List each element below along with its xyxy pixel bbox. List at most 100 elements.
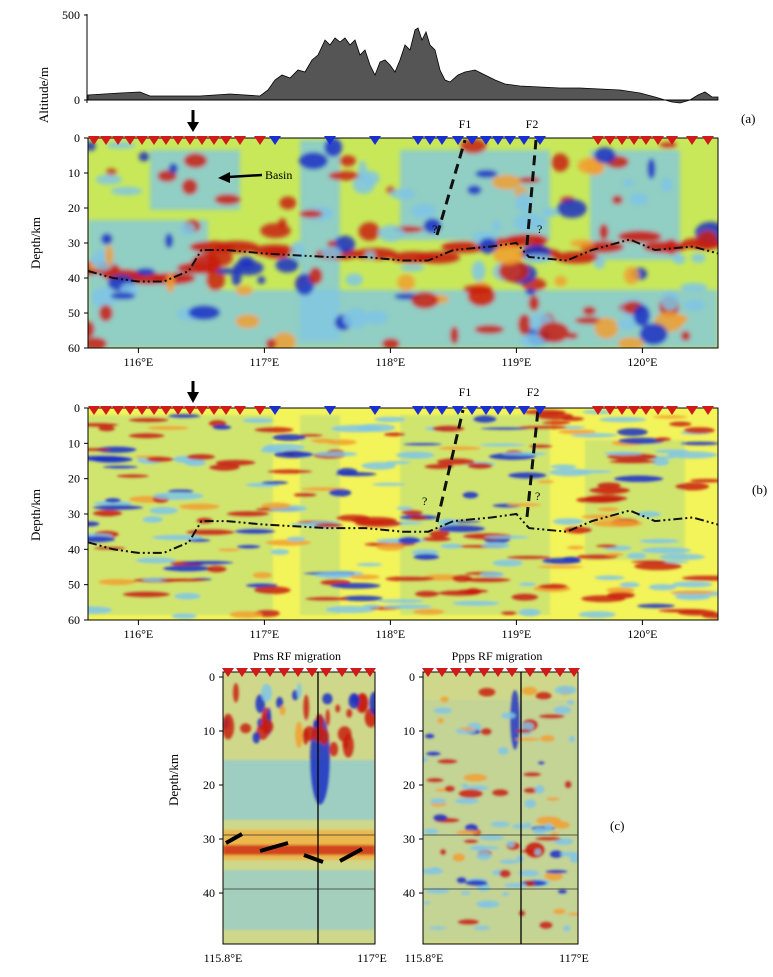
heatmap-feature bbox=[265, 539, 312, 546]
heatmap-feature bbox=[626, 552, 647, 559]
panel-b-down-arrow bbox=[187, 381, 199, 403]
heatmap-feature bbox=[455, 797, 479, 805]
panel-c-y-tick-label: 10 bbox=[403, 724, 415, 738]
heatmap-feature bbox=[639, 323, 668, 345]
y-tick-label: 60 bbox=[68, 613, 80, 627]
heatmap-feature bbox=[236, 544, 261, 549]
x-tick-label: 120°E bbox=[627, 355, 657, 369]
heatmap-feature bbox=[479, 902, 491, 908]
y-tick-label: 30 bbox=[68, 507, 80, 521]
heatmap-feature bbox=[520, 333, 546, 348]
station-marker-red bbox=[184, 136, 196, 145]
heatmap-feature bbox=[550, 464, 577, 469]
station-marker-red bbox=[640, 406, 652, 415]
panel-b-label: (b) bbox=[752, 482, 767, 497]
heatmap-feature bbox=[435, 788, 448, 792]
basin-label: Basin bbox=[265, 168, 292, 182]
heatmap-feature bbox=[528, 444, 553, 449]
station-marker-red bbox=[220, 406, 232, 415]
station-marker-red bbox=[592, 136, 604, 145]
heatmap-feature bbox=[633, 304, 651, 327]
heatmap-feature bbox=[401, 509, 423, 516]
heatmap-feature bbox=[88, 337, 108, 348]
heatmap-feature bbox=[629, 192, 648, 206]
heatmap-feature bbox=[437, 717, 444, 724]
station-marker-blue bbox=[452, 406, 464, 415]
y-tick-label: 30 bbox=[68, 236, 80, 250]
station-marker-red bbox=[554, 668, 566, 677]
heatmap-feature bbox=[539, 921, 553, 930]
heatmap-feature bbox=[128, 432, 165, 439]
heatmap-feature bbox=[364, 250, 376, 260]
y-tick-label: 60 bbox=[68, 341, 80, 355]
panel-a-ylabel: Depth/km bbox=[28, 217, 43, 269]
station-marker-red bbox=[148, 136, 160, 145]
x-tick-label: 120°E bbox=[627, 627, 657, 641]
station-marker-red bbox=[196, 406, 208, 415]
heatmap-feature bbox=[517, 176, 541, 184]
heatmap-feature bbox=[594, 317, 619, 339]
heatmap-feature bbox=[617, 337, 644, 348]
x-tick-label: 118°E bbox=[376, 355, 406, 369]
heatmap-feature bbox=[501, 712, 516, 719]
heatmap-feature bbox=[325, 709, 330, 726]
heatmap-feature bbox=[358, 222, 381, 241]
heatmap-feature bbox=[549, 850, 563, 859]
panel-c: Pms RF migration Ppps RF migration Depth… bbox=[166, 649, 624, 965]
heatmap-feature bbox=[122, 591, 171, 598]
station-marker-blue bbox=[269, 406, 281, 415]
x-tick-label: 117°E bbox=[250, 627, 280, 641]
station-marker-red bbox=[422, 668, 434, 677]
heatmap-feature bbox=[499, 869, 511, 878]
heatmap-feature bbox=[538, 321, 570, 343]
panel-c-left-moho-dashes bbox=[225, 832, 363, 864]
heatmap-feature bbox=[369, 691, 375, 715]
heatmap-feature bbox=[611, 195, 623, 205]
heatmap-feature bbox=[88, 422, 119, 428]
heatmap-feature bbox=[512, 823, 528, 829]
heatmap-feature bbox=[358, 160, 367, 182]
heatmap-feature bbox=[164, 233, 174, 249]
heatmap-feature bbox=[653, 415, 688, 419]
heatmap-feature bbox=[566, 545, 585, 550]
heatmap-feature bbox=[501, 451, 547, 456]
heatmap-feature bbox=[567, 912, 578, 916]
y-tick-label: 0 bbox=[74, 401, 80, 415]
heatmap-feature bbox=[265, 338, 277, 348]
heatmap-feature bbox=[223, 713, 235, 740]
heatmap-feature bbox=[396, 506, 413, 511]
heatmap-feature bbox=[450, 326, 459, 345]
heatmap-feature bbox=[608, 459, 656, 464]
heatmap-feature bbox=[517, 313, 532, 336]
heatmap-feature bbox=[666, 451, 718, 459]
heatmap-feature bbox=[541, 420, 571, 425]
heatmap-feature bbox=[116, 473, 150, 479]
panel-c-y-tick-label: 30 bbox=[203, 832, 215, 846]
heatmap-feature bbox=[467, 185, 482, 195]
station-marker-blue bbox=[324, 136, 336, 145]
heatmap-feature bbox=[279, 705, 286, 716]
panel-a-f1-label: F1 bbox=[459, 117, 472, 131]
heatmap-feature bbox=[603, 451, 643, 456]
heatmap-feature bbox=[518, 425, 568, 430]
basin-arrow bbox=[227, 173, 263, 179]
heatmap-feature bbox=[660, 177, 673, 192]
heatmap-feature bbox=[480, 727, 492, 736]
heatmap-region bbox=[223, 845, 375, 855]
heatmap-feature bbox=[263, 443, 305, 452]
station-marker-red bbox=[234, 136, 246, 145]
heatmap-feature bbox=[411, 549, 440, 556]
heatmap-feature bbox=[98, 578, 137, 586]
heatmap-feature bbox=[88, 536, 116, 543]
heatmap-feature bbox=[313, 572, 355, 579]
station-marker-blue bbox=[534, 136, 546, 145]
heatmap-feature bbox=[240, 723, 252, 734]
station-marker-red bbox=[184, 406, 196, 415]
heatmap-feature bbox=[470, 845, 489, 851]
station-marker-red bbox=[652, 136, 664, 145]
heatmap-feature bbox=[229, 610, 263, 619]
heatmap-feature bbox=[523, 787, 538, 794]
heatmap-feature bbox=[159, 578, 208, 582]
station-marker-red bbox=[666, 406, 678, 415]
